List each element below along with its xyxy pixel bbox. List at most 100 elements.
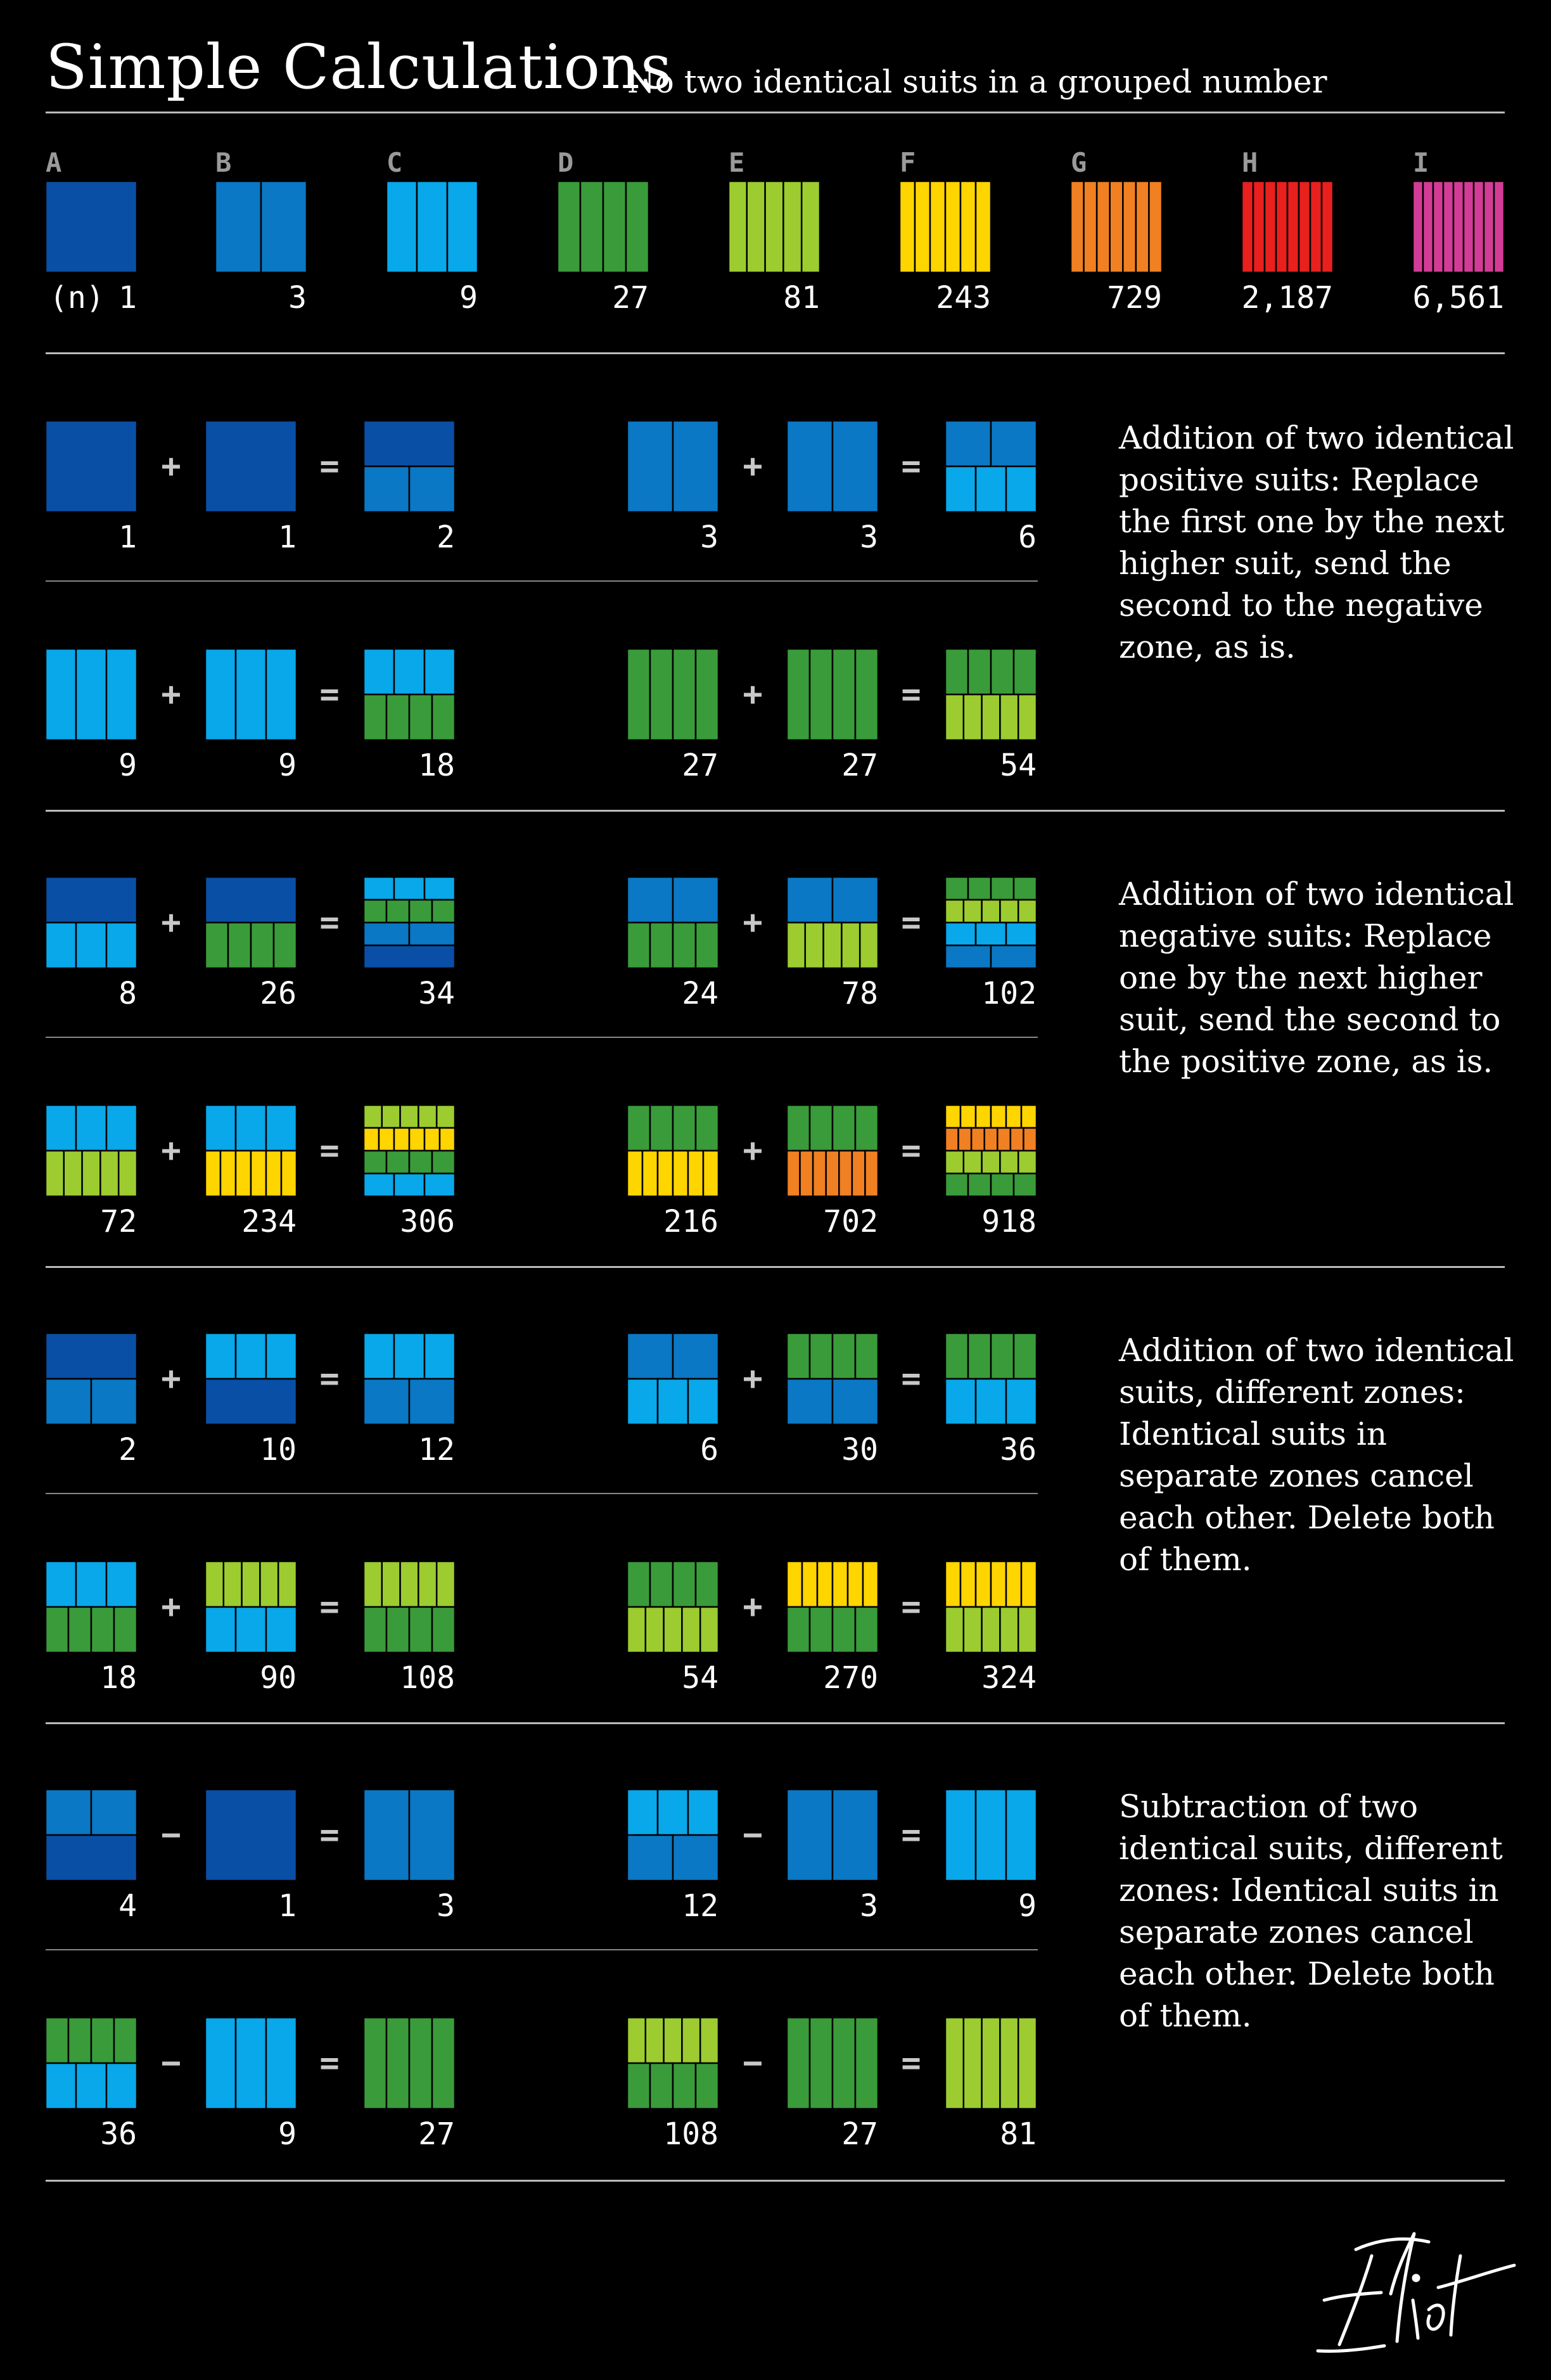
suit-E-stripe [63, 1149, 83, 1196]
minus-sign: − [161, 1816, 181, 1854]
value-label: 18 [418, 748, 455, 783]
signature-mark [1316, 2232, 1516, 2353]
grouped-number-graphic [46, 1333, 137, 1424]
plus-sign: + [161, 1360, 181, 1398]
suit-E-stripe [999, 693, 1019, 740]
grouped-number-graphic [945, 1561, 1037, 1653]
suit-D-stripe [945, 649, 969, 696]
suit-C-stripe [945, 1378, 977, 1424]
suit-C-stripe [423, 649, 455, 696]
suit-D-stripe [672, 921, 697, 968]
suit-B-stripe [364, 1378, 411, 1424]
suit-C-stripe [234, 1333, 267, 1380]
suit-F-stripe [641, 1149, 659, 1196]
section-description: Addition of two identical negative suits… [1119, 876, 1514, 1080]
suit-D-stripe [1012, 1172, 1037, 1196]
suit-E-stripe [364, 1105, 383, 1129]
grouped-number-graphic [627, 1333, 718, 1424]
suit-E-stripe [222, 1561, 243, 1608]
suit-G-stripe [851, 1149, 866, 1196]
grouped-number-graphic [627, 1105, 718, 1196]
suit-letter-F: F [900, 147, 916, 178]
suit-D-stripe [787, 2018, 811, 2109]
grouped-number-block [46, 1105, 137, 1196]
grouped-number-graphic [787, 2018, 878, 2109]
suit-G-stripe [1071, 181, 1085, 272]
suit-E-stripe [804, 921, 824, 968]
minus-sign: − [743, 2044, 763, 2082]
suit-E-stripe [663, 2018, 683, 2064]
suit-D-stripe [967, 649, 992, 696]
grouped-number-graphic [364, 1789, 455, 1881]
suit-D-stripe [808, 2018, 834, 2109]
grouped-number-block [46, 649, 137, 740]
grouped-number-graphic [1413, 181, 1504, 272]
grouped-number-graphic [205, 877, 297, 968]
suit-D-stripe [831, 1606, 857, 1653]
value-label: 3 [288, 280, 307, 316]
suit-D-stripe [967, 1172, 992, 1196]
value-label: 1 [278, 520, 297, 555]
suit-F-stripe [801, 1561, 819, 1608]
grouped-number-block [558, 181, 649, 272]
grouped-number-graphic [787, 649, 878, 740]
suit-B-stripe [831, 877, 878, 924]
suit-D-stripe [385, 2018, 411, 2109]
suit-G-stripe [997, 1127, 1012, 1152]
grouped-number-graphic [364, 1105, 455, 1196]
grouped-number-graphic [787, 421, 878, 512]
suit-E-stripe [962, 1149, 983, 1175]
suit-A-stripe [205, 1789, 297, 1881]
suit-D-stripe [431, 899, 455, 924]
value-label: 12 [682, 1888, 718, 1924]
grouped-number-block [205, 649, 297, 740]
grouped-number-graphic [46, 421, 137, 512]
suit-B-stripe [215, 181, 262, 272]
grouped-number-block [787, 2018, 878, 2109]
grouped-number-block [627, 649, 718, 740]
suit-D-stripe [672, 649, 697, 740]
suit-E-stripe [627, 1606, 647, 1653]
value-label: 9 [278, 2116, 297, 2152]
suit-F-stripe [846, 1561, 864, 1608]
suit-F-stripe [990, 1105, 1007, 1129]
suit-F-stripe [378, 1127, 395, 1152]
suit-C-stripe [423, 1333, 455, 1380]
grouped-number-graphic [627, 421, 718, 512]
value-label: 8 [118, 976, 137, 1011]
suit-D-stripe [385, 1149, 411, 1175]
value-label: 27 [841, 748, 878, 783]
suit-B-stripe [408, 1378, 455, 1424]
suit-E-stripe [46, 1149, 65, 1196]
suit-E-stripe [627, 2018, 647, 2064]
value-label: 54 [1000, 748, 1037, 783]
suit-E-stripe [981, 1149, 1001, 1175]
suit-B-stripe [364, 1789, 411, 1881]
suit-E-stripe [945, 1606, 965, 1653]
suit-E-stripe [999, 899, 1019, 924]
grouped-number-block [945, 1561, 1037, 1653]
grouped-number-graphic [787, 1333, 878, 1424]
grouped-number-graphic [900, 181, 991, 272]
suit-G-stripe [1023, 1127, 1037, 1152]
section-rule [46, 810, 1505, 812]
value-label: 34 [418, 976, 455, 1011]
suit-C-stripe [265, 1333, 297, 1380]
suit-B-stripe [990, 944, 1037, 968]
suit-E-stripe [681, 1606, 701, 1653]
suit-D-stripe [431, 693, 455, 740]
grouped-number-block [787, 1561, 878, 1653]
suit-D-stripe [113, 2018, 137, 2064]
suit-H-stripe [1286, 181, 1300, 272]
suit-B-stripe [627, 1333, 674, 1380]
grouped-number-graphic [787, 877, 878, 968]
grouped-number-graphic [945, 421, 1037, 512]
suit-D-stripe [431, 2018, 455, 2109]
grouped-number-graphic [205, 1105, 297, 1196]
suit-E-stripe [999, 1149, 1019, 1175]
grouped-number-graphic [729, 181, 820, 272]
grouped-number-block [364, 649, 455, 740]
grouped-number-block [787, 877, 878, 968]
suit-D-stripe [1012, 1333, 1037, 1380]
suit-F-stripe [990, 1561, 1007, 1608]
